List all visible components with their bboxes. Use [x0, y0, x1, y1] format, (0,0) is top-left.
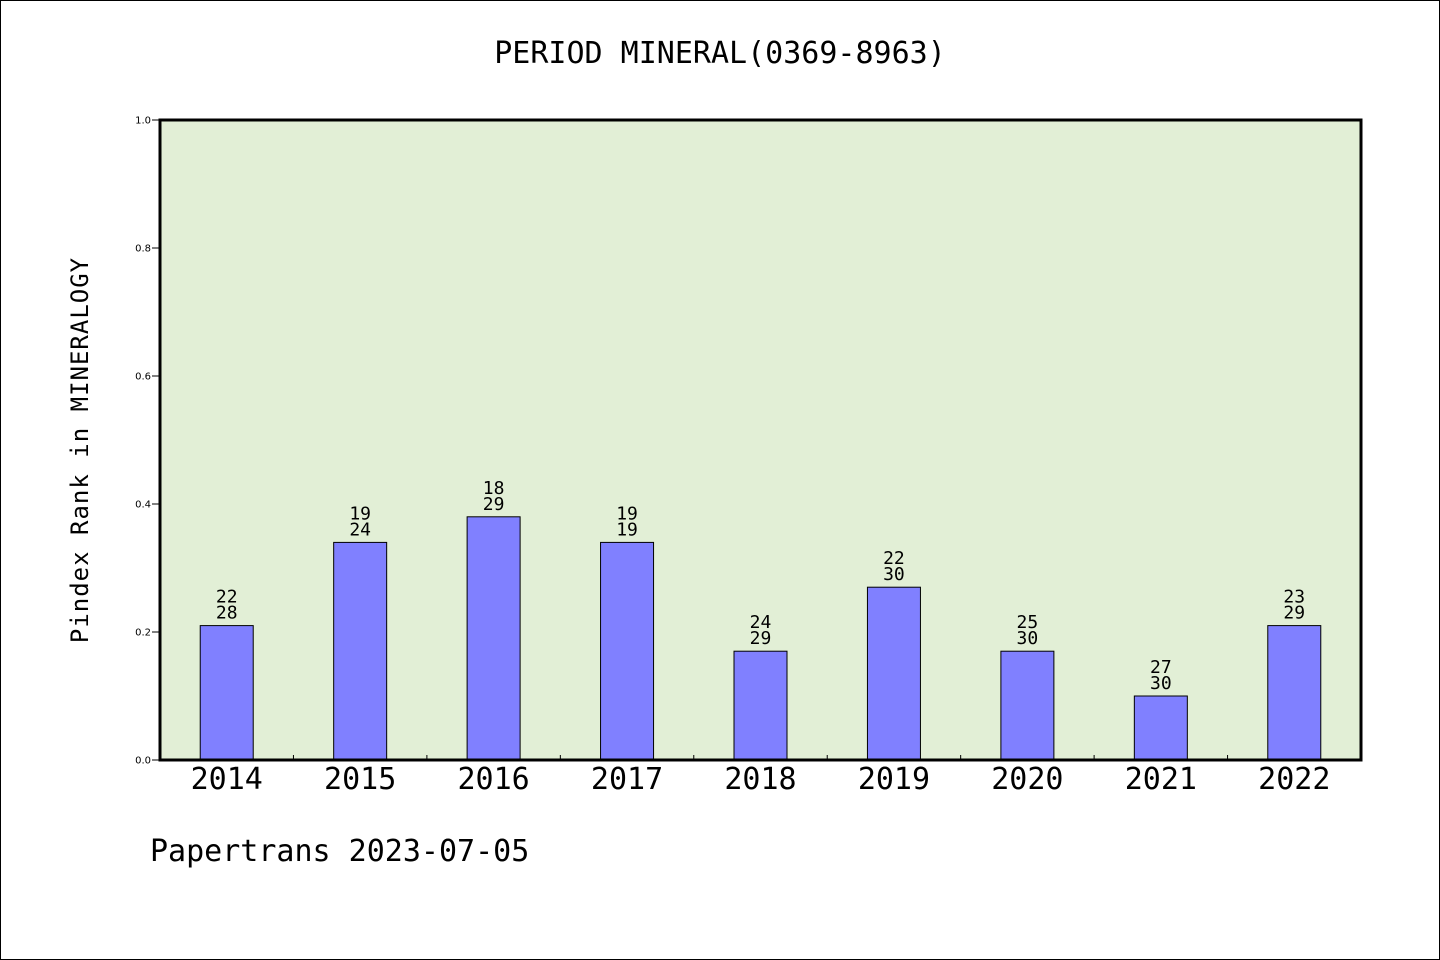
bar-label-top: 19	[349, 503, 371, 524]
bar	[600, 541, 655, 761]
y-tick-label: 0.4	[135, 500, 151, 511]
x-tick-label: 2015	[324, 762, 396, 797]
chart-title: PERIOD MINERAL(0369-8963)	[494, 36, 946, 71]
bar-label-bottom: 30	[1017, 628, 1039, 649]
bar-label-top: 24	[750, 612, 772, 633]
bar	[1000, 650, 1055, 761]
x-tick-label: 2019	[858, 762, 930, 797]
y-tick-label: 0.0	[135, 756, 151, 767]
bar	[1133, 695, 1188, 761]
bar	[866, 586, 921, 761]
x-tick-label: 2016	[457, 762, 529, 797]
bar	[333, 541, 388, 761]
x-tick-label: 2018	[724, 762, 796, 797]
bar-label-top: 22	[883, 548, 905, 569]
bar-label-top: 18	[483, 478, 505, 499]
bar-label-bottom: 24	[349, 519, 371, 540]
bar-label-bottom: 30	[1150, 673, 1172, 694]
bar-label-top: 19	[616, 503, 638, 524]
footer-text: Papertrans 2023-07-05	[150, 834, 530, 869]
bar	[733, 650, 788, 761]
x-tick-label: 2014	[191, 762, 263, 797]
bar-label-top: 23	[1283, 587, 1305, 608]
bar-label-bottom: 19	[616, 519, 638, 540]
x-tick-label: 2017	[591, 762, 663, 797]
bar	[466, 516, 521, 761]
y-tick-label: 0.8	[135, 244, 151, 255]
bar-label-bottom: 28	[216, 603, 238, 624]
bar-label-bottom: 29	[750, 628, 772, 649]
y-tick-label: 1.0	[135, 116, 151, 127]
bar	[1267, 625, 1322, 761]
plot-border	[158, 118, 1363, 762]
y-tick-label: 0.6	[135, 372, 151, 383]
bar-label-top: 22	[216, 587, 238, 608]
bar-label-bottom: 29	[483, 494, 505, 515]
bar-label-top: 25	[1017, 612, 1039, 633]
x-tick-label: 2021	[1125, 762, 1197, 797]
y-tick-label: 0.2	[135, 628, 151, 639]
bar-label-bottom: 29	[1283, 603, 1305, 624]
x-tick-label: 2020	[991, 762, 1063, 797]
bar-label-bottom: 30	[883, 564, 905, 585]
bar-label-top: 27	[1150, 657, 1172, 678]
bar	[199, 625, 254, 761]
x-tick-label: 2022	[1258, 762, 1330, 797]
